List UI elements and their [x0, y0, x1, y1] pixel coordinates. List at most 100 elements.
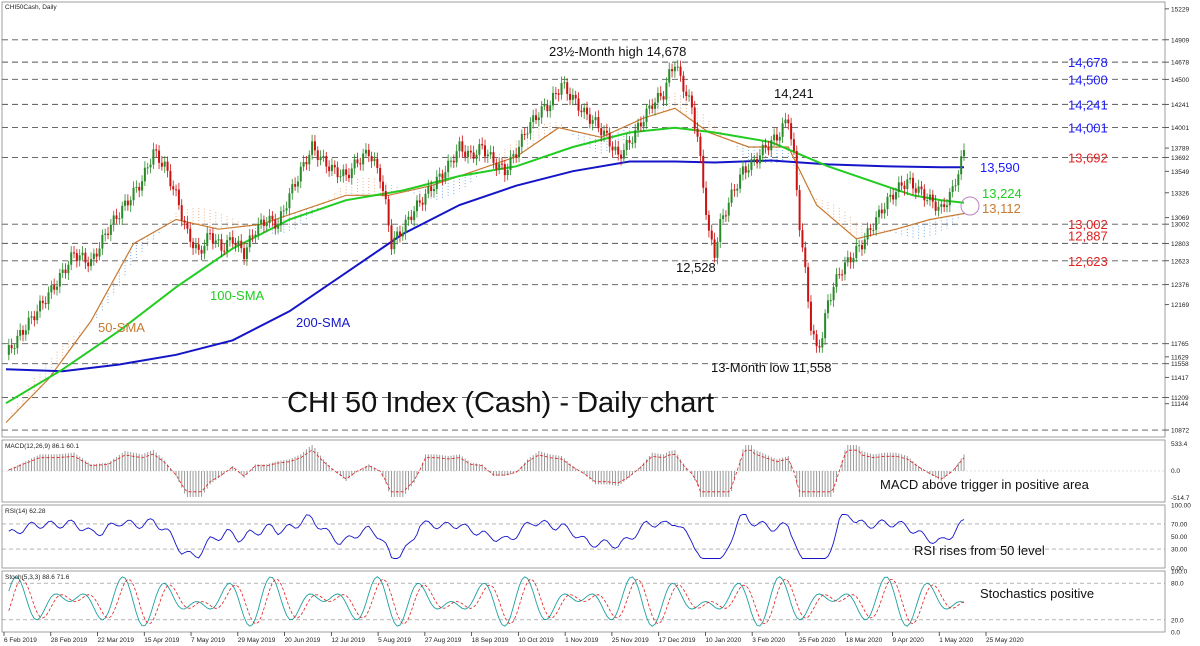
rsi-tick-label: 70.00	[1171, 521, 1188, 528]
price-pane-frame	[1, 1, 1166, 438]
candle-body	[648, 105, 651, 109]
candle-body	[472, 152, 475, 159]
candle-body	[486, 154, 489, 157]
candle-body	[373, 158, 376, 162]
candle-body	[214, 240, 217, 244]
level-label: 13,692	[1068, 150, 1108, 165]
candle-body	[651, 105, 654, 109]
candle-body	[563, 82, 566, 84]
candle-body	[954, 185, 957, 187]
candle-body	[662, 96, 665, 100]
level-label: 12,887	[1068, 228, 1108, 243]
candle-body	[826, 300, 829, 314]
stoch-tick-label: 0.0	[1171, 630, 1180, 637]
candle-body	[571, 94, 574, 100]
time-tick-label: 12 Jul 2019	[331, 637, 365, 644]
candle-body	[540, 106, 543, 118]
candle-body	[608, 132, 611, 147]
candle-body	[370, 156, 373, 162]
candle-body	[200, 249, 203, 254]
candle-body	[903, 185, 906, 190]
candle-body	[577, 98, 580, 111]
candle-body	[775, 134, 778, 141]
time-tick-label: 15 Apr 2019	[144, 637, 179, 644]
candle-body	[761, 144, 764, 156]
candle-body	[914, 188, 917, 193]
candle-body	[44, 303, 47, 305]
candle-body	[107, 233, 110, 235]
candle-body	[690, 95, 693, 108]
candle-body	[299, 166, 302, 182]
candle-body	[668, 69, 671, 83]
time-tick-label: 25 Nov 2019	[612, 637, 649, 644]
candle-body	[10, 345, 13, 349]
candle-body	[529, 122, 532, 134]
candle-body	[795, 150, 798, 191]
candle-body	[821, 338, 824, 348]
price-tick-label: 14678	[1171, 60, 1189, 67]
candle-body	[809, 301, 812, 331]
macd-note: MACD above trigger in positive area	[880, 477, 1090, 492]
candle-body	[787, 119, 790, 124]
candle-body	[36, 311, 39, 321]
candle-body	[634, 130, 637, 143]
candle-body	[288, 193, 291, 209]
candle-body	[234, 243, 237, 246]
candle-body	[177, 189, 180, 206]
candle-body	[189, 228, 192, 242]
candle-body	[458, 141, 461, 152]
candle-body	[724, 215, 727, 217]
candle-body	[87, 262, 90, 267]
candle-body	[328, 166, 331, 172]
candle-body	[909, 177, 912, 180]
candle-body	[588, 114, 591, 124]
time-tick-label: 18 Sep 2019	[472, 637, 509, 644]
candle-body	[654, 102, 657, 109]
sma100-line	[5, 126, 965, 405]
candle-body	[520, 133, 523, 147]
candle-body	[659, 92, 662, 97]
time-tick-label: 3 Feb 2020	[752, 637, 785, 644]
candle-body	[384, 191, 387, 200]
candle-body	[379, 167, 382, 182]
candle-body	[614, 146, 617, 151]
candle-body	[163, 161, 166, 167]
candle-body	[197, 244, 200, 250]
candle-body	[183, 220, 186, 223]
candle-body	[926, 200, 929, 202]
level-label: 14,678	[1068, 55, 1108, 70]
level-label: 14,241	[1068, 97, 1108, 112]
candle-body	[396, 231, 399, 238]
candle-body	[347, 174, 350, 179]
candle-body	[495, 162, 498, 170]
price-tick-label: 12623	[1171, 258, 1189, 265]
candle-body	[418, 200, 421, 203]
candle-body	[302, 161, 305, 167]
candle-body	[141, 181, 144, 191]
candle-body	[192, 241, 195, 249]
candle-body	[503, 164, 506, 176]
candle-body	[158, 150, 161, 163]
time-tick-label: 27 Aug 2019	[425, 637, 462, 644]
candle-body	[101, 234, 104, 249]
candle-body	[430, 186, 433, 192]
candle-body	[685, 91, 688, 97]
candle-body	[447, 160, 450, 173]
label-50-sma: 50-SMA	[98, 320, 145, 335]
candle-body	[537, 117, 540, 121]
level-label: 14,001	[1068, 121, 1108, 136]
candle-body	[798, 190, 801, 231]
candle-body	[121, 205, 124, 219]
rsi-pane-frame	[1, 504, 1166, 569]
candle-body	[489, 152, 492, 155]
level-label: 12,623	[1068, 254, 1108, 269]
candle-body	[237, 240, 240, 246]
candle-body	[622, 150, 625, 159]
rsi-indicator: 100.00 70.00 50.00 30.00 0.00	[2, 503, 1191, 573]
candle-body	[815, 334, 818, 347]
candle-body	[415, 200, 418, 212]
candle-body	[928, 194, 931, 201]
rsi-tick-label: 100.00	[1171, 503, 1191, 510]
candle-body	[543, 105, 546, 107]
candle-body	[957, 174, 960, 186]
